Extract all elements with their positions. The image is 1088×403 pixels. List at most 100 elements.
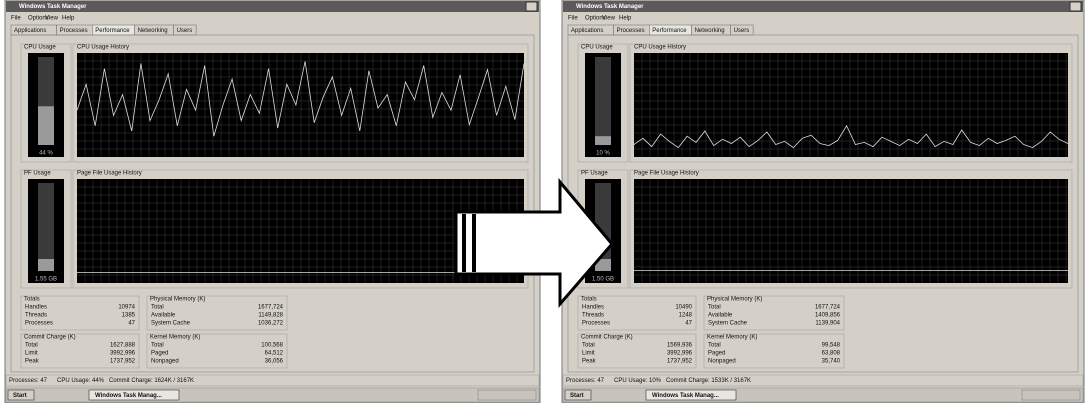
info-box-title: Totals (24, 297, 40, 303)
gauge-label: 10 % (596, 151, 610, 157)
info-value: 35,740 (822, 359, 841, 365)
tab-label: Performance (652, 28, 687, 34)
group-label: PF Usage (24, 171, 51, 177)
info-box-title: Totals (581, 297, 597, 303)
info-label: Peak (25, 359, 40, 365)
info-label: Peak (582, 359, 597, 365)
info-label: Nonpaged (151, 359, 179, 365)
history-graph (77, 53, 524, 157)
info-value: 100,568 (261, 343, 283, 349)
info-label: Handles (25, 305, 47, 311)
menu-item[interactable]: View (45, 16, 59, 22)
menu-item[interactable]: File (11, 16, 21, 22)
info-box-title: Kernel Memory (K) (150, 335, 200, 341)
menu-item[interactable]: Help (62, 16, 75, 22)
group-label: Page File Usage History (634, 171, 699, 177)
group-label: CPU Usage History (77, 45, 129, 51)
window-title: Windows Task Manager (19, 4, 87, 10)
menu-item[interactable]: Help (619, 16, 632, 22)
task-label: Windows Task Manag... (95, 393, 162, 399)
info-value: 1737,952 (667, 359, 693, 365)
info-value: 1409,856 (815, 313, 841, 319)
info-value: 1737,952 (110, 359, 136, 365)
info-value: 3992,996 (110, 351, 136, 357)
info-value: 1139,904 (815, 321, 840, 327)
status-text: Commit Charge: 1624K / 3167K (109, 378, 194, 384)
history-graph (634, 179, 1068, 283)
info-label: Total (708, 305, 721, 311)
start-label: Start (570, 393, 584, 399)
menu-item[interactable]: View (602, 16, 616, 22)
gauge-label: 1.55 GB (35, 277, 57, 283)
info-value: 3992,996 (667, 351, 693, 357)
info-label: Total (151, 343, 164, 349)
info-label: Processes (582, 321, 610, 327)
task-manager-window: Windows Task ManagerFileOptionsViewHelpA… (5, 0, 540, 403)
info-value: 10974 (118, 305, 135, 311)
info-label: Paged (708, 351, 725, 357)
info-value: 99,548 (822, 343, 841, 349)
task-label: Windows Task Manag... (652, 393, 719, 399)
info-value: 1627,888 (110, 343, 136, 349)
taskbar (6, 388, 539, 402)
group-label: CPU Usage (581, 45, 613, 51)
info-label: Nonpaged (708, 359, 736, 365)
group-label: CPU Usage History (634, 45, 686, 51)
tab-label: Processes (617, 28, 645, 34)
info-label: Limit (582, 351, 595, 357)
info-label: System Cache (151, 321, 191, 327)
close-button (526, 2, 537, 11)
info-label: Total (582, 343, 595, 349)
screenshot: Windows Task ManagerFileOptionsViewHelpA… (0, 0, 1088, 403)
start-label: Start (13, 393, 27, 399)
info-value: 1677,724 (258, 305, 284, 311)
info-box-title: Commit Charge (K) (581, 335, 633, 341)
info-label: Available (708, 313, 733, 319)
gauge-fill (38, 259, 54, 271)
info-box-title: Kernel Memory (K) (707, 335, 757, 341)
info-box-title: Physical Memory (K) (150, 297, 205, 303)
info-label: Total (151, 305, 164, 311)
info-box-title: Physical Memory (K) (707, 297, 762, 303)
tab-label: Applications (14, 28, 46, 34)
info-value: 1036,272 (258, 321, 284, 327)
gauge-fill (38, 106, 54, 145)
window-title: Windows Task Manager (576, 4, 644, 10)
gauge-track (38, 183, 54, 271)
info-value: 1248 (679, 313, 693, 319)
info-value: 10490 (675, 305, 692, 311)
close-button (1070, 2, 1081, 11)
info-label: Threads (582, 313, 604, 319)
tab-label: Networking (138, 28, 168, 34)
tab-label: Networking (695, 28, 725, 34)
gauge-fill (595, 136, 611, 145)
gauge-track (595, 57, 611, 145)
gauge-label: 1.50 GB (592, 277, 614, 283)
info-label: Total (708, 343, 721, 349)
info-label: Limit (25, 351, 38, 357)
group-label: PF Usage (581, 171, 608, 177)
group-label: CPU Usage (24, 45, 56, 51)
info-box-title: Commit Charge (K) (24, 335, 76, 341)
status-text: CPU Usage: 44% (57, 378, 105, 384)
taskbar (563, 388, 1083, 402)
info-label: Paged (151, 351, 168, 357)
info-value: 1149,828 (258, 313, 283, 319)
tab-label: Applications (571, 28, 603, 34)
info-value: 47 (685, 321, 692, 327)
info-value: 1385 (122, 313, 136, 319)
info-label: Threads (25, 313, 47, 319)
status-text: Commit Charge: 1533K / 3167K (666, 378, 751, 384)
tab-label: Users (734, 28, 750, 34)
status-text: Processes: 47 (9, 378, 48, 384)
info-label: Processes (25, 321, 53, 327)
tab-label: Performance (95, 28, 130, 34)
info-value: 47 (128, 321, 135, 327)
info-value: 63,808 (822, 351, 841, 357)
info-label: System Cache (708, 321, 748, 327)
tab-label: Processes (60, 28, 88, 34)
info-label: Available (151, 313, 176, 319)
menu-item[interactable]: File (568, 16, 578, 22)
group-label: Page File Usage History (77, 171, 142, 177)
